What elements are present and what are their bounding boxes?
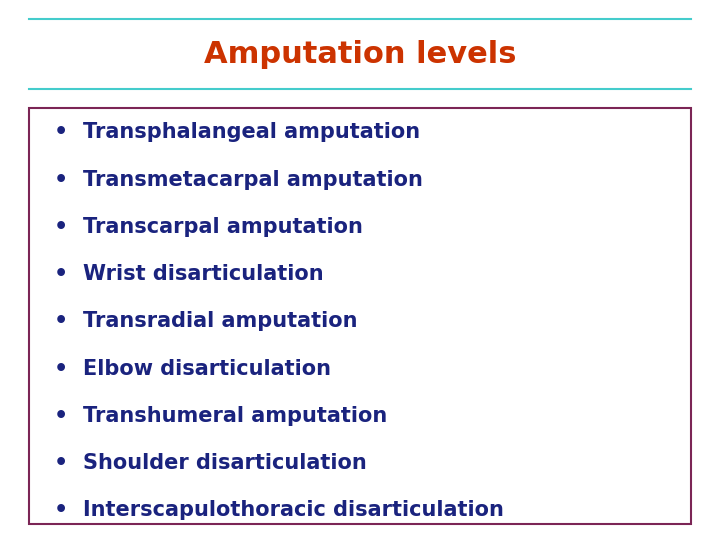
Text: Transhumeral amputation: Transhumeral amputation <box>83 406 387 426</box>
Text: •: • <box>54 406 68 426</box>
Text: •: • <box>54 122 68 143</box>
Text: Interscapulothoracic disarticulation: Interscapulothoracic disarticulation <box>83 500 504 521</box>
Text: Transphalangeal amputation: Transphalangeal amputation <box>83 122 420 143</box>
Text: •: • <box>54 453 68 473</box>
Text: •: • <box>54 217 68 237</box>
Text: •: • <box>54 500 68 521</box>
Text: Shoulder disarticulation: Shoulder disarticulation <box>83 453 366 473</box>
Text: Elbow disarticulation: Elbow disarticulation <box>83 359 330 379</box>
FancyBboxPatch shape <box>29 108 691 524</box>
Text: •: • <box>54 170 68 190</box>
Text: Transcarpal amputation: Transcarpal amputation <box>83 217 363 237</box>
Text: Wrist disarticulation: Wrist disarticulation <box>83 264 323 284</box>
Text: •: • <box>54 264 68 284</box>
Text: •: • <box>54 311 68 332</box>
Text: Transradial amputation: Transradial amputation <box>83 311 357 332</box>
Text: •: • <box>54 359 68 379</box>
Text: Transmetacarpal amputation: Transmetacarpal amputation <box>83 170 423 190</box>
Text: Amputation levels: Amputation levels <box>204 39 516 69</box>
